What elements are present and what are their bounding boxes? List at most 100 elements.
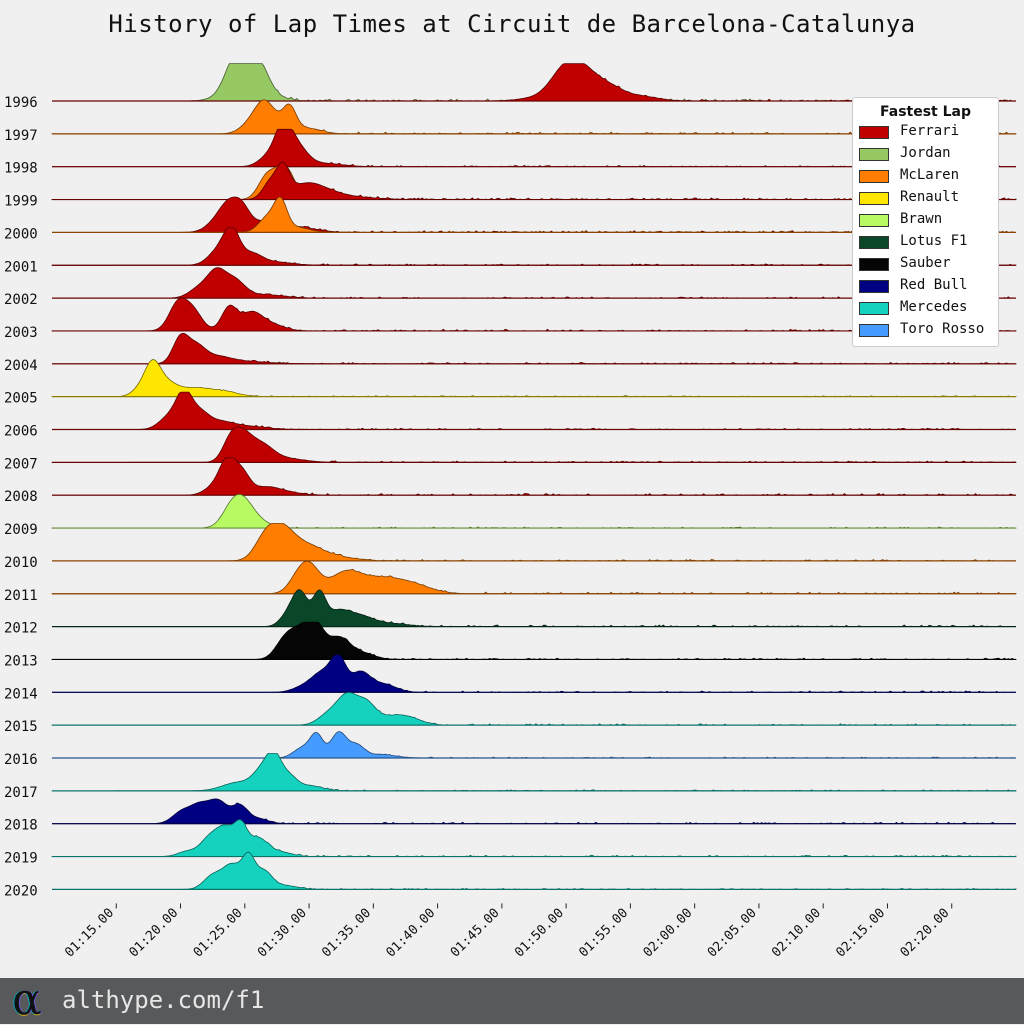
year-label-2018: 2018 — [4, 818, 38, 834]
year-label-2007: 2007 — [4, 456, 38, 472]
legend-item-red-bull: Red Bull — [853, 276, 998, 298]
x-tick-label: 02:20.00 — [898, 906, 953, 961]
legend-label: Toro Rosso — [900, 321, 985, 337]
ridge-row-2010: 2010 — [4, 523, 1017, 571]
x-tick-label: 01:25.00 — [191, 906, 246, 961]
ridge-2016-toro-rosso — [52, 731, 1016, 759]
x-tick-label: 02:00.00 — [641, 906, 696, 961]
ridge-row-2007: 2007 — [4, 426, 1017, 472]
year-label-2012: 2012 — [4, 621, 38, 637]
chart-title: History of Lap Times at Circuit de Barce… — [108, 10, 916, 38]
year-label-2011: 2011 — [4, 588, 38, 604]
year-label-2016: 2016 — [4, 752, 38, 768]
ridge-row-2018: 2018 — [4, 798, 1016, 834]
legend-item-mclaren: McLaren — [853, 166, 998, 188]
legend-swatch — [859, 258, 889, 271]
ridge-row-2017: 2017 — [4, 753, 1017, 801]
ridge-row-2016: 2016 — [4, 731, 1016, 768]
x-tick-label: 01:45.00 — [448, 906, 503, 961]
year-label-2001: 2001 — [4, 259, 38, 275]
ridge-2019-mercedes — [51, 819, 1017, 858]
ridgelines: 1996 1997 1998 1999 2000 2001 2002 2003 2004 2005… — [4, 63, 1017, 899]
legend-item-lotus-f1: Lotus F1 — [853, 232, 998, 254]
year-label-2010: 2010 — [4, 555, 38, 571]
legend-label: Jordan — [900, 145, 951, 161]
ridge-row-2012: 2012 — [4, 589, 1016, 637]
legend-swatch — [859, 324, 889, 337]
ridge-2011-mclaren — [51, 560, 1017, 595]
year-label-1999: 1999 — [4, 194, 38, 210]
ridge-1996-ferrari — [52, 63, 1017, 102]
legend-label: Red Bull — [900, 277, 968, 293]
x-tick-label: 02:15.00 — [833, 906, 888, 961]
legend-item-sauber: Sauber — [853, 254, 998, 276]
legend-swatch — [859, 214, 889, 227]
ridge-2009-brawn — [51, 493, 1017, 529]
year-label-2013: 2013 — [4, 653, 38, 669]
legend-swatch — [859, 170, 889, 183]
x-axis: 01:15.00 01:20.00 01:25.00 01:30.00 01:35.00… — [62, 903, 953, 961]
x-tick-label: 01:40.00 — [384, 906, 439, 961]
legend-items: Ferrari Jordan McLaren Renault Brawn Lotus F1… — [853, 122, 998, 342]
legend-swatch — [859, 148, 889, 161]
ridge-row-2004: 2004 — [4, 332, 1017, 374]
year-label-2000: 2000 — [4, 226, 38, 242]
legend-swatch — [859, 236, 889, 249]
brand-logo-icon: α — [12, 974, 42, 1025]
legend-item-ferrari: Ferrari — [853, 122, 998, 144]
legend-swatch — [859, 192, 889, 205]
ridge-2005-renault — [51, 359, 1017, 398]
legend-label: Ferrari — [900, 123, 960, 139]
year-label-2008: 2008 — [4, 489, 38, 505]
ridge-2006-ferrari — [52, 391, 1017, 430]
ridge-2012-lotus-f1 — [52, 589, 1016, 628]
ridge-2008-ferrari — [52, 457, 1017, 496]
year-label-1998: 1998 — [4, 161, 38, 177]
x-tick-label: 01:55.00 — [576, 906, 631, 961]
x-tick-label: 01:30.00 — [255, 906, 310, 961]
ridge-row-2020: 2020 — [4, 851, 1017, 899]
legend-swatch — [859, 126, 889, 139]
ridgeline-plot: 1996 1997 1998 1999 2000 2001 2002 2003 2004 2005… — [4, 63, 1017, 961]
year-label-2003: 2003 — [4, 325, 38, 341]
year-label-2004: 2004 — [4, 358, 38, 374]
ridge-row-2014: 2014 — [4, 654, 1016, 702]
ridge-2018-red-bull — [52, 798, 1016, 825]
ridge-2017-mercedes — [51, 753, 1017, 792]
legend: Fastest Lap Ferrari Jordan McLaren Renault B… — [852, 97, 999, 347]
legend-item-jordan: Jordan — [853, 144, 998, 166]
legend-swatch — [859, 302, 889, 315]
legend-label: Brawn — [900, 211, 943, 227]
year-label-2005: 2005 — [4, 391, 38, 407]
year-label-2002: 2002 — [4, 292, 38, 308]
legend-title: Fastest Lap — [880, 104, 971, 120]
legend-label: Mercedes — [900, 299, 968, 315]
ridge-row-2015: 2015 — [4, 691, 1017, 735]
x-tick-label: 01:50.00 — [512, 906, 567, 961]
x-tick-label: 02:10.00 — [769, 906, 824, 961]
year-label-2019: 2019 — [4, 851, 38, 867]
year-label-2017: 2017 — [4, 785, 38, 801]
legend-item-renault: Renault — [853, 188, 998, 210]
ridge-2020-mercedes — [52, 851, 1017, 890]
ridge-2007-ferrari — [51, 426, 1017, 463]
legend-item-mercedes: Mercedes — [853, 298, 998, 320]
legend-label: Sauber — [900, 255, 951, 271]
ridge-row-2009: 2009 — [4, 493, 1017, 538]
legend-swatch — [859, 280, 889, 293]
x-tick-label: 01:35.00 — [319, 906, 374, 961]
year-label-2015: 2015 — [4, 719, 38, 735]
ridge-row-2013: 2013 — [4, 621, 1017, 669]
legend-item-brawn: Brawn — [853, 210, 998, 232]
ridge-row-2011: 2011 — [4, 560, 1017, 604]
year-label-2020: 2020 — [4, 883, 38, 899]
ridge-row-2005: 2005 — [4, 359, 1017, 407]
legend-label: McLaren — [900, 167, 960, 183]
ridge-2013-sauber — [51, 621, 1017, 660]
year-label-2006: 2006 — [4, 424, 38, 440]
ridge-row-2008: 2008 — [4, 457, 1017, 505]
year-label-2014: 2014 — [4, 686, 38, 702]
year-label-1996: 1996 — [4, 95, 38, 111]
footer-url[interactable]: althype.com/f1 — [62, 986, 265, 1014]
x-tick-label: 01:20.00 — [126, 906, 181, 961]
